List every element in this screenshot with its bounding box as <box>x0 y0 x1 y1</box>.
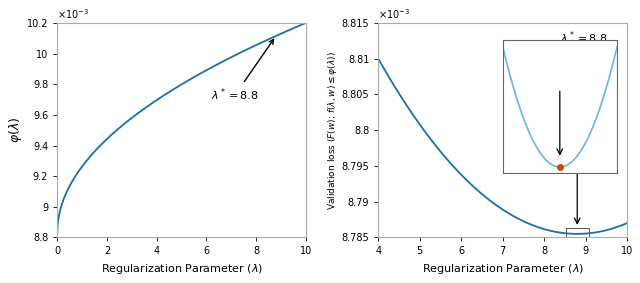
Text: $\times 10^{-3}$: $\times 10^{-3}$ <box>57 7 90 21</box>
Y-axis label: $\varphi(\lambda)$: $\varphi(\lambda)$ <box>7 117 24 143</box>
Y-axis label: Validation loss ($F(w)$; $f(\lambda, w) \leq \varphi(\lambda)$): Validation loss ($F(w)$; $f(\lambda, w) … <box>326 51 339 210</box>
Text: $\lambda^* = 8.8$: $\lambda^* = 8.8$ <box>560 29 607 46</box>
Text: $\times 10^{-3}$: $\times 10^{-3}$ <box>378 7 410 21</box>
Text: $\lambda^* = 8.8$: $\lambda^* = 8.8$ <box>211 40 273 103</box>
X-axis label: Regularization Parameter ($\lambda$): Regularization Parameter ($\lambda$) <box>100 262 262 276</box>
X-axis label: Regularization Parameter ($\lambda$): Regularization Parameter ($\lambda$) <box>422 262 584 276</box>
Bar <box>566 228 589 240</box>
